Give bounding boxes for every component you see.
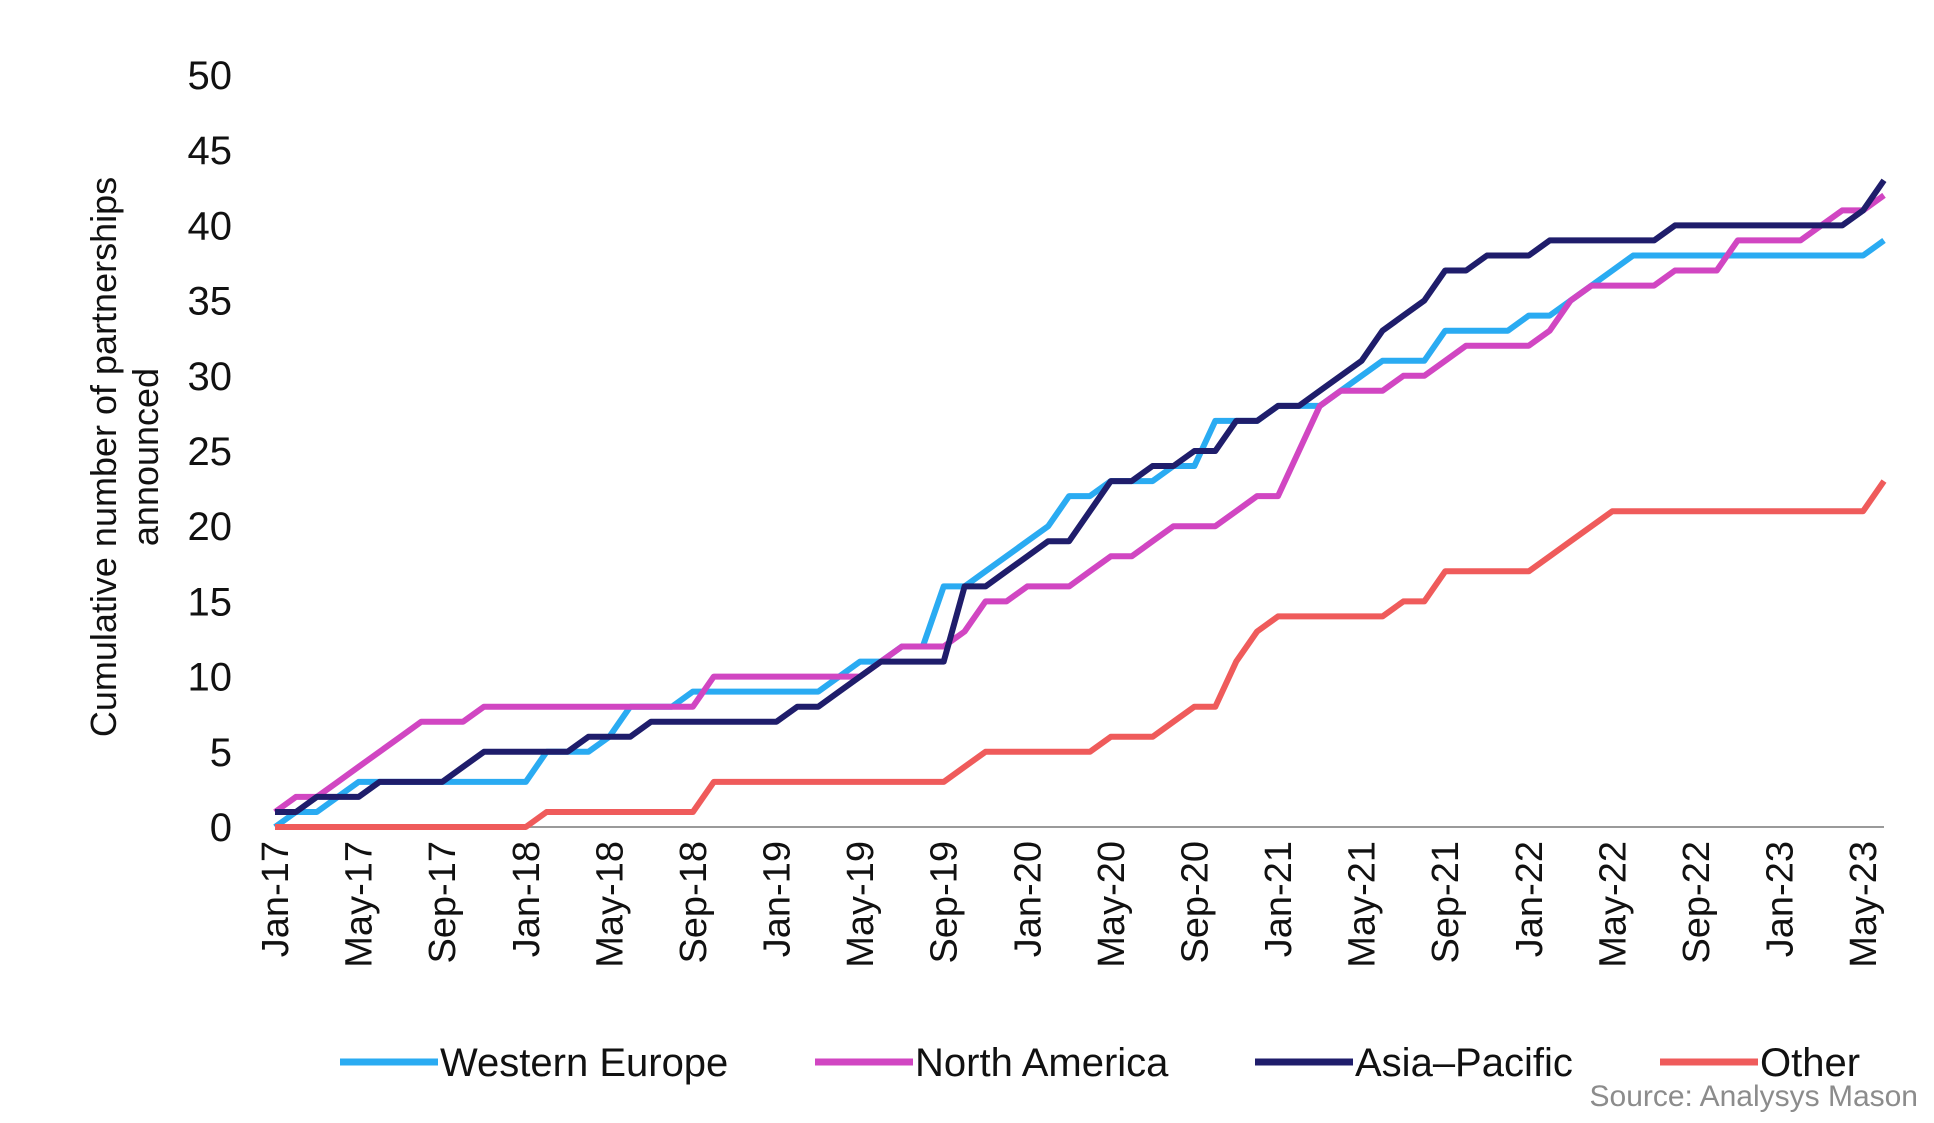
legend-label: North America [915, 1041, 1169, 1085]
y-tick-label: 40 [188, 204, 233, 248]
x-tick-label: Jan-18 [506, 841, 548, 957]
x-tick-label: Jan-17 [255, 841, 297, 957]
legend-label: Asia–Pacific [1355, 1041, 1573, 1085]
y-tick-label: 30 [188, 355, 233, 399]
series-line [273, 237, 1886, 830]
y-tick-label: 20 [188, 505, 233, 549]
x-tick-label: Jan-22 [1509, 841, 1551, 957]
y-tick-label: 35 [188, 280, 233, 324]
y-tick-label: 0 [210, 806, 232, 850]
source-note: Source: Analysys Mason [1589, 1080, 1919, 1113]
x-tick-label: May-18 [589, 841, 631, 968]
y-axis-title: Cumulative number of partnerships announ… [83, 176, 166, 738]
legend-label: Western Europe [440, 1041, 728, 1085]
series-line [275, 178, 1887, 815]
x-tick-label: Sep-21 [1425, 841, 1467, 964]
series-line [273, 192, 1886, 815]
x-tick-label: Sep-22 [1676, 841, 1718, 964]
y-tick-label: 50 [188, 54, 233, 98]
series-line [275, 479, 1887, 830]
x-tick-label: Jan-21 [1258, 841, 1300, 957]
x-tick-label: Sep-17 [422, 841, 464, 964]
x-tick-label: Jan-20 [1007, 841, 1049, 957]
x-tick-label: Jan-19 [757, 841, 799, 957]
y-tick-label: 5 [210, 731, 232, 775]
legend-label: Other [1760, 1041, 1860, 1085]
y-tick-label: 15 [188, 580, 233, 624]
x-tick-label: May-20 [1091, 841, 1133, 968]
y-tick-label: 25 [188, 430, 233, 474]
x-tick-label: May-22 [1592, 841, 1634, 968]
x-tick-label: Sep-20 [1174, 841, 1216, 964]
y-tick-label: 10 [188, 656, 233, 700]
x-tick-label: May-23 [1843, 841, 1885, 968]
x-tick-label: May-21 [1342, 841, 1384, 968]
x-tick-label: Jan-23 [1760, 841, 1802, 957]
x-tick-label: May-17 [339, 841, 381, 968]
x-tick-label: May-19 [840, 841, 882, 968]
y-tick-label: 45 [188, 129, 233, 173]
x-tick-label: Sep-19 [924, 841, 966, 964]
x-tick-label: Sep-18 [673, 841, 715, 964]
